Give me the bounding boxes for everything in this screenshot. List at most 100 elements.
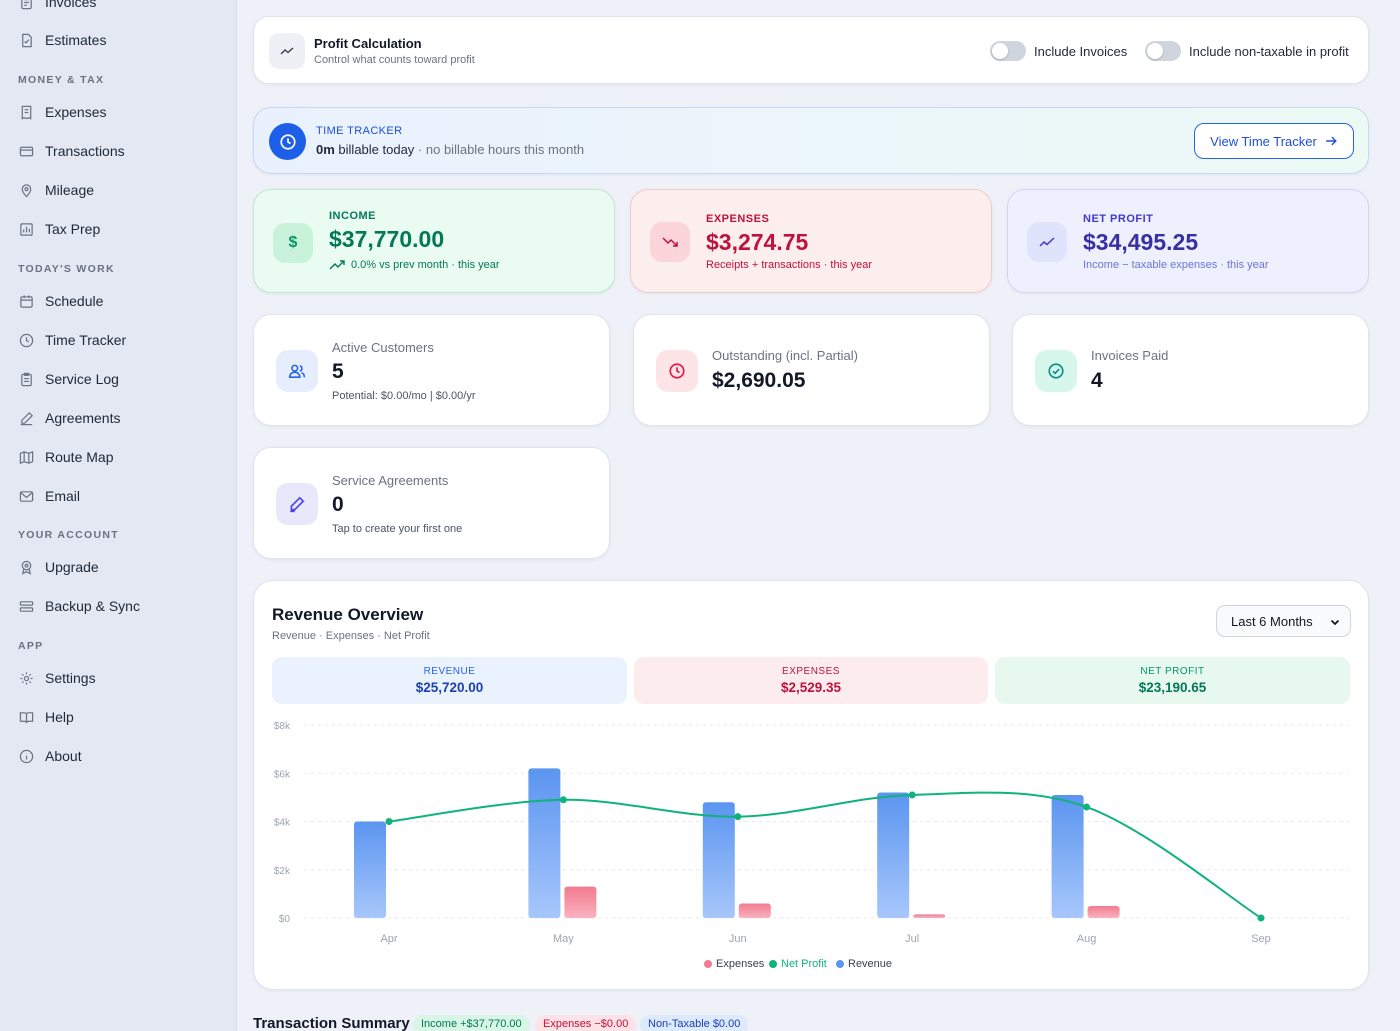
- section-label-money-tax: MONEY & TAX: [18, 74, 105, 86]
- sidebar-item-agreements[interactable]: Agreements: [0, 400, 236, 436]
- bar-chart-icon: [18, 221, 34, 237]
- include-nontaxable-toggle[interactable]: [1145, 41, 1181, 61]
- sidebar-item-label: Upgrade: [45, 559, 99, 575]
- users-icon: [276, 350, 318, 392]
- sidebar-item-backup-sync[interactable]: Backup & Sync: [0, 588, 236, 624]
- income-trend: 0.0% vs prev month · this year: [329, 259, 500, 271]
- include-invoices-toggle-group: Include Invoices: [990, 41, 1127, 61]
- legend-swatch: [704, 960, 712, 968]
- service-agreements-card[interactable]: Service Agreements 0 Tap to create your …: [253, 447, 610, 559]
- arrow-right-icon: [1326, 136, 1337, 146]
- sidebar-item-help[interactable]: Help: [0, 699, 236, 735]
- net-profit-value: $34,495.25: [1083, 229, 1199, 255]
- sidebar-item-label: Tax Prep: [45, 221, 101, 237]
- award-icon: [18, 559, 34, 575]
- sidebar-item-email[interactable]: Email: [0, 478, 236, 514]
- sidebar-item-schedule[interactable]: Schedule: [0, 283, 236, 319]
- outstanding-value: $2,690.05: [712, 369, 806, 392]
- net-profit-card[interactable]: NET PROFIT $34,495.25 Income − taxable e…: [1007, 189, 1369, 293]
- sidebar-item-mileage[interactable]: Mileage: [0, 172, 236, 208]
- net-profit-point: [1083, 803, 1091, 811]
- x-tick-label: Jul: [905, 933, 919, 945]
- sidebar-item-label: Transactions: [45, 143, 125, 159]
- sidebar-item-upgrade[interactable]: Upgrade: [0, 549, 236, 585]
- x-tick-label: Aug: [1077, 933, 1097, 945]
- billable-text: billable today: [338, 142, 415, 157]
- range-select-value: Last 6 Months: [1231, 613, 1313, 629]
- net-profit-summary-value: $23,190.65: [1138, 680, 1207, 695]
- view-time-tracker-button[interactable]: View Time Tracker: [1194, 123, 1354, 159]
- net-profit-point: [385, 818, 393, 825]
- expenses-card[interactable]: EXPENSES $3,274.75 Receipts + transactio…: [630, 189, 992, 293]
- expenses-bar: [564, 886, 597, 918]
- sidebar-item-label: Settings: [45, 670, 96, 686]
- x-tick-label: Sep: [1251, 933, 1271, 945]
- sidebar-item-service-log[interactable]: Service Log: [0, 361, 236, 397]
- revenue-bar: [877, 792, 910, 918]
- sidebar-item-label: Help: [45, 709, 74, 725]
- trend-up-icon: [329, 260, 345, 270]
- section-label-your-account: YOUR ACCOUNT: [18, 529, 119, 541]
- revenue-overview-card: Revenue Overview Revenue · Expenses · Ne…: [253, 580, 1369, 990]
- range-select[interactable]: Last 6 Months: [1216, 605, 1351, 637]
- receipt-icon: [18, 104, 34, 120]
- sidebar-item-settings[interactable]: Settings: [0, 660, 236, 696]
- sidebar-item-estimates[interactable]: Estimates: [0, 22, 236, 58]
- sidebar-item-route-map[interactable]: Route Map: [0, 439, 236, 475]
- outstanding-card[interactable]: Outstanding (incl. Partial) $2,690.05: [633, 314, 990, 426]
- chevron-down-icon: [1330, 619, 1340, 626]
- trend-down-icon: [650, 222, 690, 262]
- sidebar: Invoices Estimates MONEY & TAX Expenses …: [0, 0, 237, 1031]
- active-customers-card[interactable]: Active Customers 5 Potential: $0.00/mo |…: [253, 314, 610, 426]
- expenses-bar: [738, 903, 771, 918]
- sidebar-item-expenses[interactable]: Expenses: [0, 94, 236, 130]
- sidebar-item-about[interactable]: About: [0, 738, 236, 774]
- revenue-chart: $0 $2k $4k $6k $8k Apr May Jun Jul Aug Sep Expenses…: [274, 721, 1349, 970]
- revenue-bar: [528, 768, 561, 918]
- net-profit-point: [734, 813, 742, 821]
- sidebar-item-invoices[interactable]: Invoices: [0, 0, 236, 20]
- expenses-bar: [913, 914, 946, 918]
- y-tick-label: $2k: [274, 866, 291, 877]
- sidebar-item-label: Expenses: [45, 104, 107, 120]
- active-customers-title: Active Customers: [332, 340, 434, 355]
- include-invoices-toggle[interactable]: [990, 41, 1026, 61]
- transaction-summary-title: Transaction Summary: [253, 1015, 410, 1031]
- y-tick-label: $6k: [274, 769, 291, 780]
- sidebar-item-label: About: [45, 748, 82, 764]
- include-nontaxable-toggle-group: Include non-taxable in profit: [1145, 41, 1349, 61]
- invoices-paid-card[interactable]: Invoices Paid 4: [1012, 314, 1369, 426]
- x-tick-label: Apr: [380, 933, 397, 945]
- calendar-icon: [18, 293, 34, 309]
- map-pin-icon: [18, 182, 34, 198]
- x-tick-label: Jun: [729, 933, 747, 945]
- time-tracker-banner: TIME TRACKER 0m billable today · no bill…: [253, 107, 1369, 174]
- sidebar-item-tax-prep[interactable]: Tax Prep: [0, 211, 236, 247]
- check-circle-icon: [1035, 350, 1077, 392]
- dollar-icon: $: [273, 223, 313, 263]
- billable-hours: 0m: [316, 142, 335, 157]
- sidebar-item-label: Time Tracker: [45, 332, 127, 348]
- net-profit-label: NET PROFIT: [1083, 213, 1154, 225]
- sidebar-item-time-tracker[interactable]: Time Tracker: [0, 322, 236, 358]
- profit-calc-title: Profit Calculation: [314, 36, 422, 51]
- active-customers-sub: Potential: $0.00/mo | $0.00/yr: [332, 390, 476, 402]
- gear-icon: [18, 670, 34, 686]
- revenue-overview-subtitle: Revenue · Expenses · Net Profit: [272, 630, 430, 642]
- expenses-summary-label: EXPENSES: [782, 666, 840, 677]
- sidebar-item-label: Route Map: [45, 449, 114, 465]
- time-tracker-label: TIME TRACKER: [316, 125, 403, 137]
- sidebar-item-transactions[interactable]: Transactions: [0, 133, 236, 169]
- clipboard-icon: [18, 371, 34, 387]
- expenses-summary-value: $2,529.35: [780, 680, 842, 695]
- view-time-tracker-label: View Time Tracker: [1210, 133, 1317, 149]
- revenue-summary-label: REVENUE: [423, 666, 476, 677]
- outstanding-title: Outstanding (incl. Partial): [712, 348, 858, 363]
- income-card[interactable]: $ INCOME $37,770.00 0.0% vs prev month ·…: [253, 189, 615, 293]
- nontaxable-chip: Non-Taxable $0.00: [640, 1015, 749, 1031]
- x-tick-label: May: [553, 933, 574, 945]
- clock-icon: [656, 350, 698, 392]
- include-invoices-label: Include Invoices: [1034, 43, 1128, 59]
- expenses-summary: EXPENSES $2,529.35: [634, 657, 988, 704]
- expenses-value: $3,274.75: [706, 229, 809, 255]
